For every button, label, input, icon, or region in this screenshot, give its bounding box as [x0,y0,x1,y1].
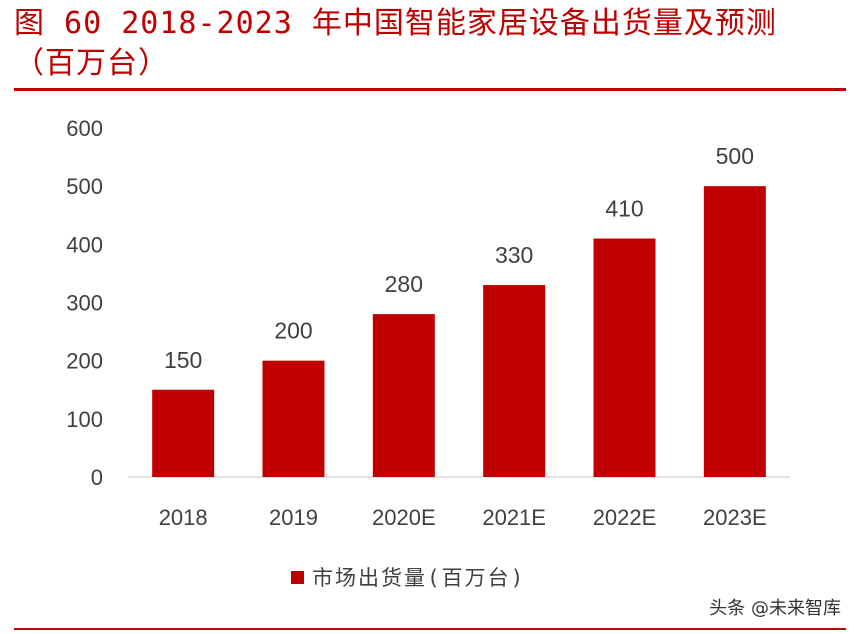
y-tick-label: 0 [91,465,103,490]
bar-2018 [152,389,215,477]
y-tick-label: 500 [66,174,103,199]
y-tick-label: 200 [66,349,103,374]
bar-2020E [372,314,435,477]
data-label: 410 [605,196,643,222]
x-tick-label: 2019 [269,505,318,530]
data-label: 500 [716,143,754,169]
data-label: 200 [274,318,312,344]
y-tick-label: 400 [66,232,103,257]
y-tick-label: 300 [66,291,103,316]
bar-2023E [703,186,766,477]
y-tick-label: 600 [66,116,103,141]
bar-2019 [262,360,325,477]
chart-title: 图 60 2018-2023 年中国智能家居设备出货量及预测 （百万台） [14,4,844,84]
top-divider [14,88,846,91]
bar-2021E [483,285,546,477]
chart-title-line2: （百万台） [14,46,169,81]
x-tick-label: 2020E [372,505,436,530]
x-tick-label: 2022E [593,505,657,530]
data-label: 150 [164,347,202,373]
chart-title-line1: 图 60 2018-2023 年中国智能家居设备出货量及预测 [14,6,777,41]
y-tick-label: 100 [66,407,103,432]
data-label: 280 [385,271,423,297]
bar-2022E [593,238,656,477]
x-tick-label: 2018 [159,505,208,530]
data-label: 330 [495,242,533,268]
x-tick-label: 2021E [482,505,546,530]
x-tick-label: 2023E [703,505,767,530]
bottom-divider [14,628,846,630]
chart-legend: 市场出货量(百万台) [291,562,525,592]
legend-swatch [291,570,304,584]
legend-label: 市场出货量(百万台) [312,566,526,590]
watermark: 头条 @未来智库 [709,598,841,619]
